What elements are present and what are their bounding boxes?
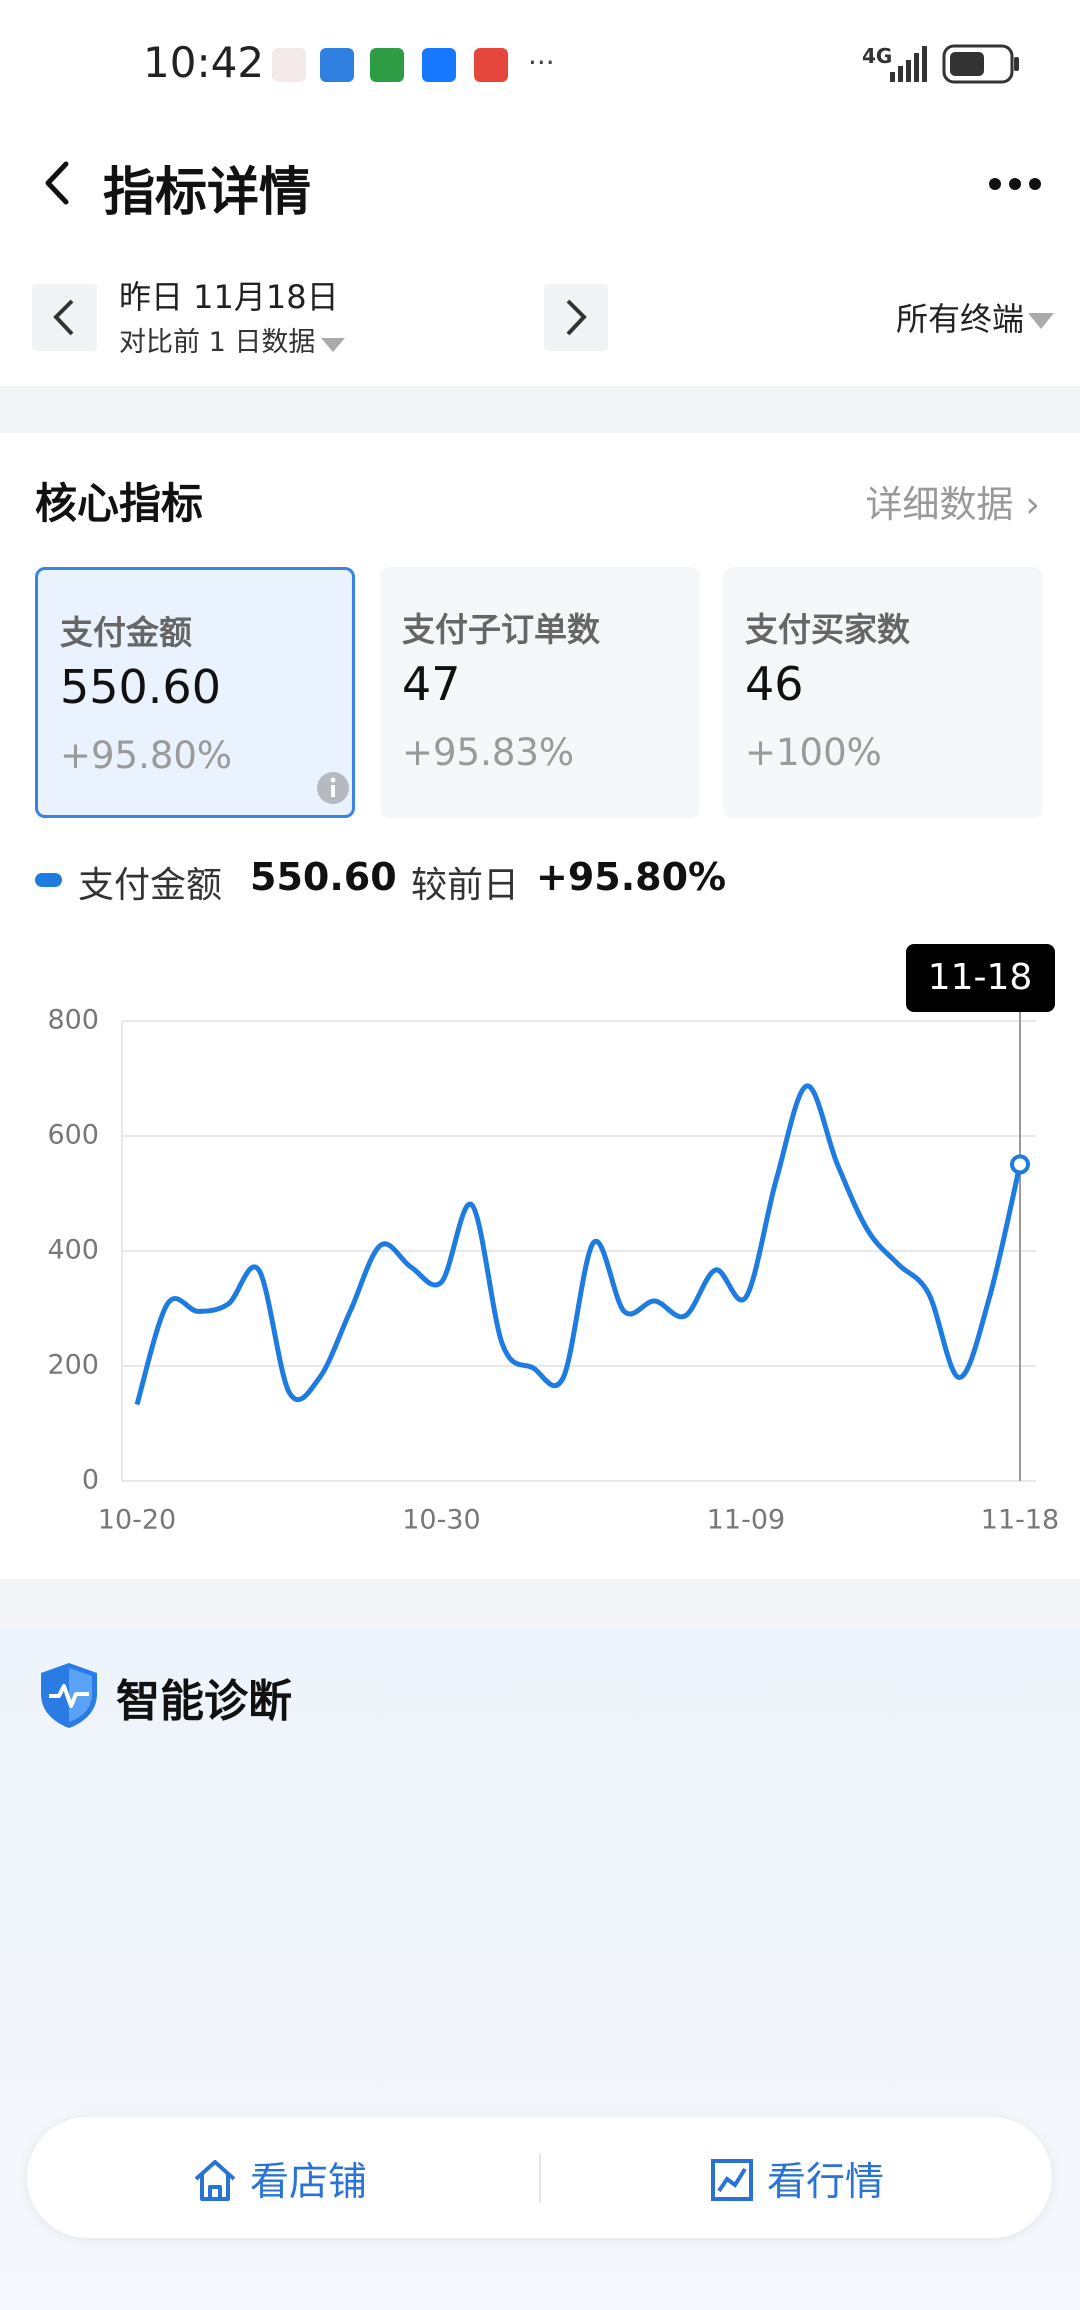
status-icon — [272, 48, 306, 82]
x-tick-label: 10-20 — [98, 1505, 176, 1536]
metric-change: +100% — [745, 731, 882, 774]
legend-compare-label: 较前日 — [411, 865, 520, 906]
terminal-label: 所有终端 — [895, 300, 1024, 338]
x-tick-label: 11-09 — [707, 1505, 785, 1536]
y-tick-label: 400 — [47, 1235, 99, 1266]
tooltip-box — [906, 944, 1055, 1012]
line-series — [134, 1083, 1023, 1406]
diagnosis-title: 智能诊断 — [116, 1676, 292, 1727]
legend-change: +95.80% — [536, 855, 727, 899]
metric-card[interactable]: 支付买家数 46 +100% — [723, 567, 1043, 818]
tooltip-label: 11-18 — [928, 957, 1033, 998]
compare-label: 对比前 1 日数据 — [119, 327, 316, 358]
next-day-button[interactable] — [544, 284, 608, 351]
metric-value: 46 — [745, 657, 804, 711]
compare-selector[interactable]: 对比前 1 日数据 — [119, 320, 349, 359]
page-title: 指标详情 — [103, 163, 312, 223]
metric-value: 47 — [402, 657, 461, 711]
detail-link[interactable]: 详细数据 › — [865, 483, 1040, 526]
status-time: 10:42 — [143, 38, 265, 87]
metric-label: 支付子订单数 — [402, 610, 600, 649]
diagnosis-icon — [41, 1663, 97, 1728]
date-label: 昨日 11月18日 — [119, 278, 339, 316]
status-icon — [422, 48, 456, 82]
signal-icon — [890, 46, 927, 82]
metric-label: 支付金额 — [60, 613, 192, 652]
section-title: 核心指标 — [35, 479, 204, 528]
network-type: 4G — [862, 44, 893, 68]
legend-label: 支付金额 — [78, 865, 223, 906]
y-tick-label: 200 — [47, 1350, 99, 1381]
x-tick-label: 11-18 — [981, 1505, 1059, 1536]
y-tick-label: 0 — [82, 1465, 99, 1496]
status-icon — [370, 48, 404, 82]
metric-change: +95.83% — [402, 731, 575, 774]
y-tick-label: 800 — [47, 1005, 99, 1036]
market-button[interactable]: 看行情 — [709, 2151, 884, 2207]
status-icon — [320, 48, 354, 82]
battery-icon — [942, 44, 1019, 84]
info-icon[interactable] — [316, 771, 350, 805]
detail-link-text: 详细数据 — [865, 483, 1014, 526]
status-icon — [474, 48, 508, 82]
legend-swatch — [35, 873, 62, 887]
x-tick-label: 10-30 — [402, 1505, 480, 1536]
separator — [0, 386, 1080, 433]
metric-card[interactable]: 支付子订单数 47 +95.83% — [380, 567, 700, 818]
y-tick-label: 600 — [47, 1120, 99, 1151]
separator — [0, 1579, 1080, 1627]
more-button[interactable] — [985, 170, 1045, 200]
divider — [539, 2153, 541, 2203]
shop-label: 看店铺 — [250, 2160, 368, 2205]
bottom-bar: 看店铺 看行情 — [27, 2117, 1052, 2238]
prev-day-button[interactable] — [32, 284, 97, 351]
highlight-point — [1010, 1154, 1030, 1175]
metric-card[interactable]: 支付金额 550.60 +95.80% — [35, 567, 355, 818]
metric-change: +95.80% — [60, 734, 233, 777]
status-more: ··· — [528, 46, 555, 79]
line-chart: 0 200 400 600 800 10-20 10-30 11-09 11-18 11-18 — [47, 944, 1059, 1536]
terminal-selector[interactable]: 所有终端 — [896, 294, 1058, 340]
shop-button[interactable]: 看店铺 — [192, 2151, 367, 2207]
market-label: 看行情 — [767, 2160, 885, 2205]
back-button[interactable] — [40, 158, 76, 208]
legend-value: 550.60 — [250, 855, 397, 899]
metric-label: 支付买家数 — [745, 610, 910, 649]
metric-value: 550.60 — [60, 660, 221, 714]
